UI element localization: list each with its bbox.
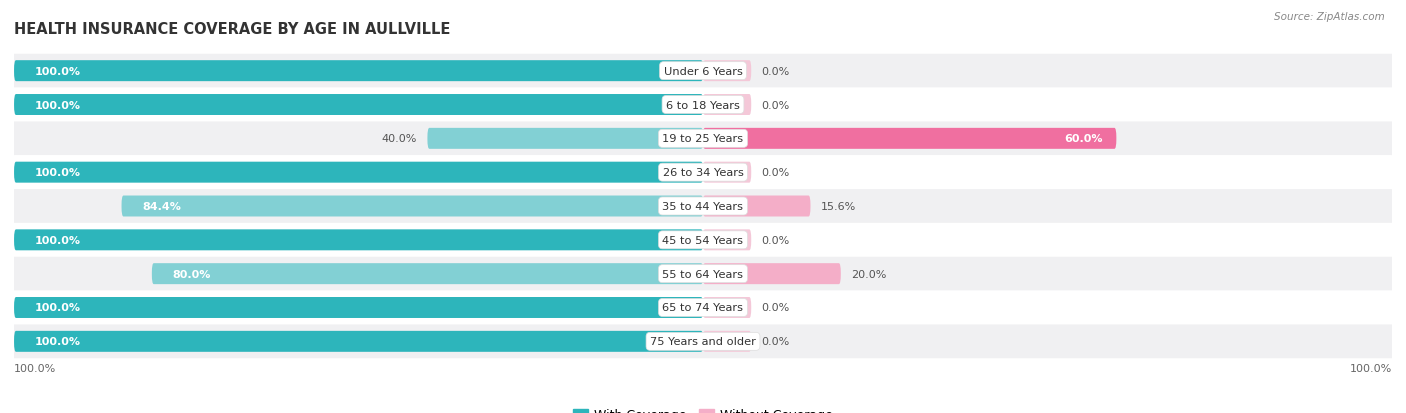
Text: Source: ZipAtlas.com: Source: ZipAtlas.com: [1274, 12, 1385, 22]
Text: HEALTH INSURANCE COVERAGE BY AGE IN AULLVILLE: HEALTH INSURANCE COVERAGE BY AGE IN AULL…: [14, 22, 450, 37]
FancyBboxPatch shape: [152, 263, 703, 285]
Text: 20.0%: 20.0%: [851, 269, 887, 279]
Text: 19 to 25 Years: 19 to 25 Years: [662, 134, 744, 144]
Text: 100.0%: 100.0%: [35, 66, 80, 76]
Text: 0.0%: 0.0%: [762, 235, 790, 245]
FancyBboxPatch shape: [703, 162, 751, 183]
Text: 100.0%: 100.0%: [35, 100, 80, 110]
Text: 100.0%: 100.0%: [14, 363, 56, 373]
Text: 0.0%: 0.0%: [762, 66, 790, 76]
FancyBboxPatch shape: [427, 128, 703, 150]
Text: 26 to 34 Years: 26 to 34 Years: [662, 168, 744, 178]
Text: 0.0%: 0.0%: [762, 100, 790, 110]
FancyBboxPatch shape: [121, 196, 703, 217]
FancyBboxPatch shape: [703, 230, 751, 251]
FancyBboxPatch shape: [703, 196, 810, 217]
FancyBboxPatch shape: [14, 223, 1392, 257]
FancyBboxPatch shape: [703, 61, 751, 82]
Text: 0.0%: 0.0%: [762, 168, 790, 178]
FancyBboxPatch shape: [14, 156, 1392, 190]
FancyBboxPatch shape: [703, 95, 751, 116]
FancyBboxPatch shape: [703, 331, 751, 352]
FancyBboxPatch shape: [14, 291, 1392, 325]
Text: 6 to 18 Years: 6 to 18 Years: [666, 100, 740, 110]
FancyBboxPatch shape: [14, 257, 1392, 291]
FancyBboxPatch shape: [14, 331, 703, 352]
FancyBboxPatch shape: [14, 61, 703, 82]
Text: 100.0%: 100.0%: [35, 303, 80, 313]
FancyBboxPatch shape: [14, 325, 1392, 358]
Legend: With Coverage, Without Coverage: With Coverage, Without Coverage: [568, 404, 838, 413]
Text: 40.0%: 40.0%: [381, 134, 418, 144]
Text: 100.0%: 100.0%: [35, 337, 80, 347]
FancyBboxPatch shape: [14, 95, 703, 116]
FancyBboxPatch shape: [14, 190, 1392, 223]
FancyBboxPatch shape: [14, 162, 703, 183]
Text: 15.6%: 15.6%: [821, 202, 856, 211]
FancyBboxPatch shape: [14, 122, 1392, 156]
Text: 0.0%: 0.0%: [762, 303, 790, 313]
Text: 100.0%: 100.0%: [1350, 363, 1392, 373]
FancyBboxPatch shape: [14, 297, 703, 318]
FancyBboxPatch shape: [14, 55, 1392, 88]
Text: Under 6 Years: Under 6 Years: [664, 66, 742, 76]
FancyBboxPatch shape: [703, 297, 751, 318]
FancyBboxPatch shape: [703, 128, 1116, 150]
Text: 65 to 74 Years: 65 to 74 Years: [662, 303, 744, 313]
Text: 84.4%: 84.4%: [142, 202, 181, 211]
Text: 60.0%: 60.0%: [1064, 134, 1102, 144]
Text: 75 Years and older: 75 Years and older: [650, 337, 756, 347]
Text: 55 to 64 Years: 55 to 64 Years: [662, 269, 744, 279]
FancyBboxPatch shape: [703, 263, 841, 285]
FancyBboxPatch shape: [14, 88, 1392, 122]
Text: 100.0%: 100.0%: [35, 168, 80, 178]
Text: 35 to 44 Years: 35 to 44 Years: [662, 202, 744, 211]
FancyBboxPatch shape: [14, 230, 703, 251]
Text: 100.0%: 100.0%: [35, 235, 80, 245]
Text: 45 to 54 Years: 45 to 54 Years: [662, 235, 744, 245]
Text: 80.0%: 80.0%: [173, 269, 211, 279]
Text: 0.0%: 0.0%: [762, 337, 790, 347]
